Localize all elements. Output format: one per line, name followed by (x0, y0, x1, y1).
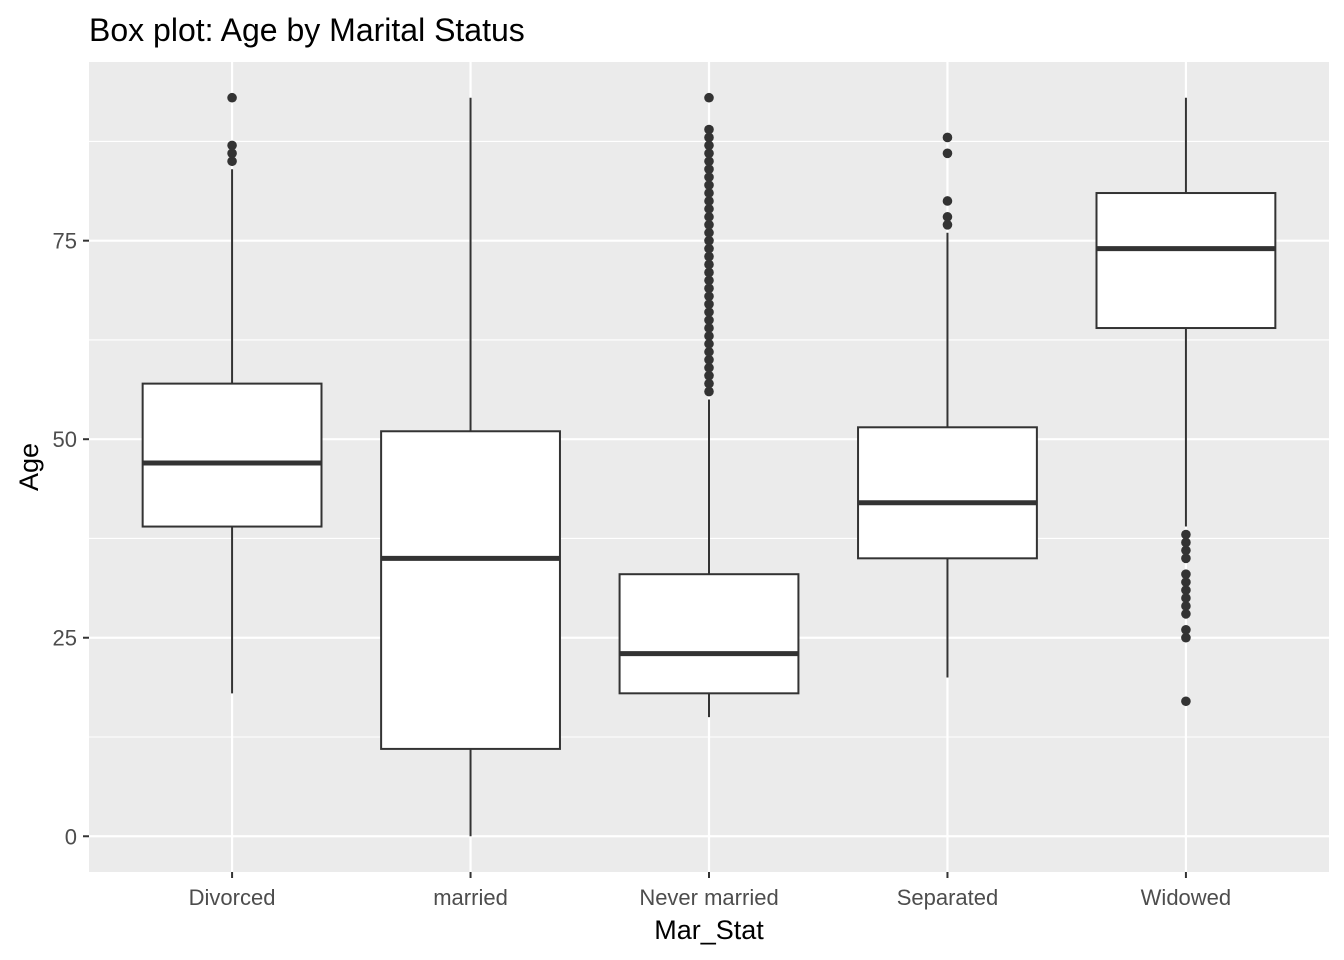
box-iqr (1095, 192, 1277, 330)
outlier-point (1181, 585, 1191, 595)
outlier-point (704, 299, 714, 310)
outlier-point (704, 212, 714, 222)
y-tick-label: 25 (53, 626, 77, 651)
outlier-point (227, 92, 237, 103)
outlier-point (1181, 537, 1191, 548)
x-axis-title: Mar_Stat (654, 915, 764, 945)
outlier-point (704, 323, 714, 333)
outlier-point (704, 370, 714, 381)
outlier-point (1181, 545, 1191, 556)
outlier-point (704, 331, 714, 341)
box-group (857, 132, 1038, 678)
boxes-layer (141, 92, 1277, 837)
y-tick-label: 75 (53, 229, 77, 254)
y-tick-label: 0 (65, 824, 77, 849)
outlier-point (227, 140, 237, 151)
outlier-point (704, 362, 714, 373)
y-axis: 0 25 50 75 (53, 229, 89, 849)
outlier-point (704, 180, 714, 190)
outlier-point (704, 267, 714, 278)
outlier-point (704, 172, 714, 182)
outlier-point (704, 92, 714, 103)
outlier-point (704, 188, 714, 198)
x-tick-label: married (433, 885, 508, 910)
outlier-point (1181, 632, 1191, 643)
outlier-point (1181, 609, 1191, 619)
outlier-point (1181, 569, 1191, 580)
x-tick-label: Separated (897, 885, 999, 910)
outlier-point (704, 259, 714, 270)
outlier-point (704, 219, 714, 230)
outlier-point (1181, 529, 1191, 540)
outlier-point (942, 132, 953, 143)
x-tick-label: Divorced (189, 885, 276, 910)
x-tick-label: Never married (639, 885, 778, 910)
outlier-point (704, 235, 714, 246)
outlier-point (942, 148, 953, 159)
outlier-point (704, 251, 714, 262)
box-iqr (618, 573, 800, 695)
outlier-point (942, 196, 953, 206)
outlier-point (227, 148, 237, 159)
outlier-point (1181, 593, 1191, 603)
box-iqr (141, 382, 323, 528)
outlier-point (704, 307, 714, 317)
outlier-point (704, 164, 714, 175)
y-tick-label: 50 (53, 427, 77, 452)
outlier-point (704, 140, 714, 151)
outlier-point (704, 283, 714, 294)
chart-title: Box plot: Age by Marital Status (89, 12, 525, 48)
box-group (141, 92, 323, 694)
outlier-point (704, 227, 714, 238)
outlier-point (942, 212, 953, 222)
outlier-point (227, 156, 237, 167)
box-iqr (380, 430, 561, 750)
x-tick-label: Widowed (1141, 885, 1231, 910)
box-group (380, 97, 561, 837)
box-iqr (857, 426, 1038, 560)
outlier-point (704, 204, 714, 214)
outlier-point (704, 275, 714, 286)
outlier-point (704, 156, 714, 167)
x-axis: Divorced married Never married Separated Wid… (189, 872, 1231, 910)
outlier-point (704, 196, 714, 206)
outlier-point (704, 148, 714, 159)
outlier-point (1181, 624, 1191, 635)
outlier-point (704, 124, 714, 135)
outlier-point (704, 386, 714, 397)
outlier-point (704, 132, 714, 143)
y-axis-title: Age (14, 443, 44, 491)
outlier-point (704, 243, 714, 254)
outlier-point (704, 378, 714, 389)
outlier-point (1181, 696, 1191, 707)
outlier-point (1181, 577, 1191, 587)
box-group (1095, 97, 1277, 707)
outlier-point (704, 339, 714, 349)
outlier-point (1181, 601, 1191, 611)
outlier-point (704, 291, 714, 302)
box-group (618, 92, 800, 718)
outlier-point (704, 347, 714, 357)
outlier-point (704, 315, 714, 325)
outlier-point (704, 354, 714, 365)
outlier-point (942, 219, 953, 230)
outlier-point (1181, 553, 1191, 564)
